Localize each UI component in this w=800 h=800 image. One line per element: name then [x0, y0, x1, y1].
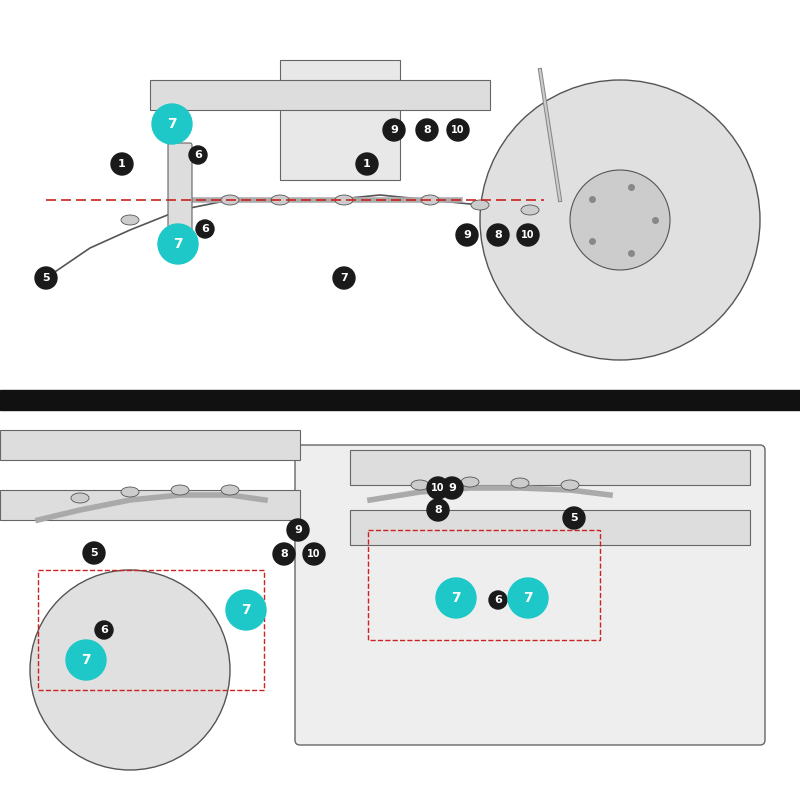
FancyBboxPatch shape: [168, 143, 192, 237]
Text: 9: 9: [390, 125, 398, 135]
Ellipse shape: [521, 205, 539, 215]
Circle shape: [447, 119, 469, 141]
Text: 8: 8: [280, 549, 288, 559]
Circle shape: [427, 477, 449, 499]
Circle shape: [226, 590, 266, 630]
Circle shape: [487, 224, 509, 246]
Circle shape: [356, 153, 378, 175]
Ellipse shape: [471, 200, 489, 210]
Circle shape: [333, 267, 355, 289]
FancyBboxPatch shape: [295, 445, 765, 745]
Circle shape: [489, 591, 507, 609]
Text: 10: 10: [431, 483, 445, 493]
Text: 9: 9: [294, 525, 302, 535]
Text: 6: 6: [494, 595, 502, 605]
Ellipse shape: [421, 195, 439, 205]
Ellipse shape: [271, 195, 289, 205]
Bar: [368, 530, 600, 640]
Text: 6: 6: [194, 150, 202, 160]
Text: 5: 5: [42, 273, 50, 283]
Ellipse shape: [221, 485, 239, 495]
Ellipse shape: [221, 195, 239, 205]
Text: 5: 5: [90, 548, 98, 558]
Ellipse shape: [71, 493, 89, 503]
Bar: [350, 510, 750, 545]
Bar: [350, 450, 750, 485]
Text: 10: 10: [451, 125, 465, 135]
Text: 8: 8: [434, 505, 442, 515]
Ellipse shape: [171, 485, 189, 495]
Circle shape: [66, 640, 106, 680]
Text: 1: 1: [118, 159, 126, 169]
Ellipse shape: [169, 205, 187, 215]
Text: 6: 6: [100, 625, 108, 635]
Circle shape: [508, 578, 548, 618]
Text: 7: 7: [241, 603, 251, 617]
Ellipse shape: [561, 480, 579, 490]
Circle shape: [436, 578, 476, 618]
Ellipse shape: [411, 480, 429, 490]
Text: 7: 7: [451, 591, 461, 605]
Circle shape: [416, 119, 438, 141]
Bar: [150, 80, 490, 110]
Text: 8: 8: [423, 125, 431, 135]
Circle shape: [427, 499, 449, 521]
Circle shape: [95, 621, 113, 639]
Bar: [0, 430, 300, 460]
Text: 1: 1: [363, 159, 371, 169]
Circle shape: [189, 146, 207, 164]
Ellipse shape: [335, 195, 353, 205]
Text: 7: 7: [340, 273, 348, 283]
Circle shape: [196, 220, 214, 238]
Circle shape: [152, 104, 192, 144]
Text: 9: 9: [448, 483, 456, 493]
Circle shape: [456, 224, 478, 246]
Ellipse shape: [121, 487, 139, 497]
Circle shape: [287, 519, 309, 541]
Text: 7: 7: [173, 237, 183, 251]
Ellipse shape: [121, 215, 139, 225]
Text: 7: 7: [523, 591, 533, 605]
Circle shape: [111, 153, 133, 175]
Circle shape: [30, 570, 230, 770]
Text: 7: 7: [167, 117, 177, 131]
Bar: [0, 490, 300, 520]
Ellipse shape: [461, 477, 479, 487]
Circle shape: [273, 543, 295, 565]
Ellipse shape: [511, 478, 529, 488]
Circle shape: [441, 477, 463, 499]
Circle shape: [383, 119, 405, 141]
Bar: [0, 0, 800, 390]
Text: 6: 6: [201, 224, 209, 234]
Bar: [38, 570, 264, 690]
Bar: [280, 60, 400, 180]
Circle shape: [158, 224, 198, 264]
Text: 9: 9: [463, 230, 471, 240]
Circle shape: [563, 507, 585, 529]
Bar: [0, 390, 800, 410]
Text: 8: 8: [494, 230, 502, 240]
Text: 7: 7: [81, 653, 91, 667]
Bar: [0, 410, 800, 800]
Circle shape: [570, 170, 670, 270]
Text: 10: 10: [522, 230, 534, 240]
Circle shape: [83, 542, 105, 564]
Text: 5: 5: [570, 513, 578, 523]
Text: 10: 10: [307, 549, 321, 559]
Circle shape: [480, 80, 760, 360]
Circle shape: [517, 224, 539, 246]
Circle shape: [35, 267, 57, 289]
Circle shape: [303, 543, 325, 565]
